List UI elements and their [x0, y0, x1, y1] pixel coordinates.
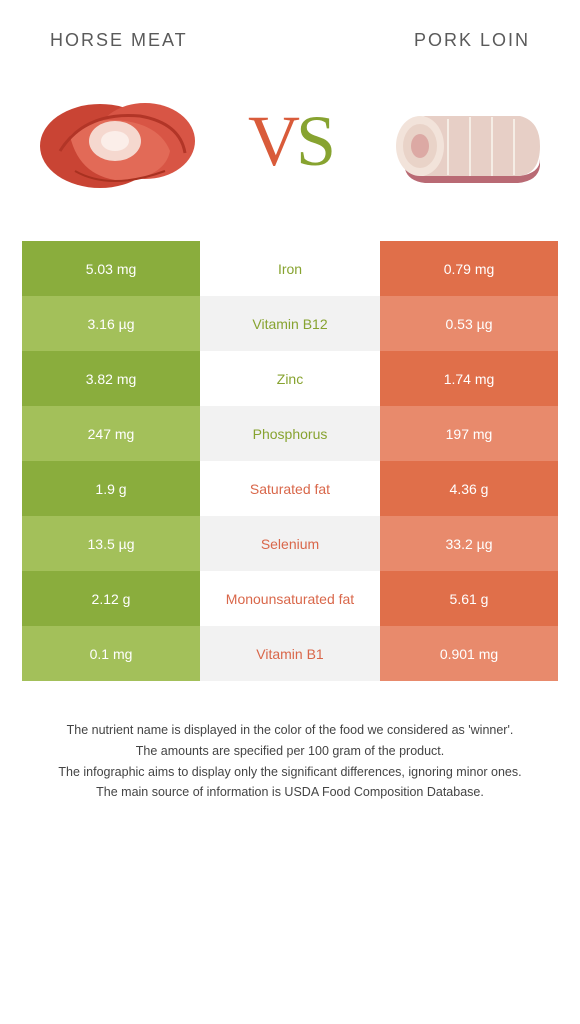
nutrient-name-cell: Iron	[200, 241, 380, 296]
table-row: 2.12 gMonounsaturated fat5.61 g	[22, 571, 558, 626]
nutrient-name-cell: Monounsaturated fat	[200, 571, 380, 626]
right-value-cell: 197 mg	[380, 406, 558, 461]
table-row: 0.1 mgVitamin B10.901 mg	[22, 626, 558, 681]
footer-notes: The nutrient name is displayed in the co…	[30, 721, 550, 802]
footer-line: The infographic aims to display only the…	[30, 763, 550, 782]
left-value-cell: 3.16 µg	[22, 296, 200, 351]
left-value-cell: 2.12 g	[22, 571, 200, 626]
left-value-cell: 247 mg	[22, 406, 200, 461]
footer-line: The main source of information is USDA F…	[30, 783, 550, 802]
header: Horse meat Pork loin	[0, 0, 580, 61]
nutrient-name-cell: Vitamin B12	[200, 296, 380, 351]
hero-row: VS	[0, 61, 580, 231]
left-value-cell: 0.1 mg	[22, 626, 200, 681]
right-value-cell: 33.2 µg	[380, 516, 558, 571]
left-value-cell: 1.9 g	[22, 461, 200, 516]
table-row: 3.16 µgVitamin B120.53 µg	[22, 296, 558, 351]
right-value-cell: 5.61 g	[380, 571, 558, 626]
nutrient-table: 5.03 mgIron0.79 mg3.16 µgVitamin B120.53…	[22, 241, 558, 681]
nutrient-name-cell: Vitamin B1	[200, 626, 380, 681]
nutrient-name-cell: Phosphorus	[200, 406, 380, 461]
nutrient-name-cell: Selenium	[200, 516, 380, 571]
table-row: 3.82 mgZinc1.74 mg	[22, 351, 558, 406]
horse-meat-image	[30, 81, 210, 201]
right-food-title: Pork loin	[414, 30, 530, 51]
pork-loin-image	[370, 81, 550, 201]
vs-letter-v: V	[248, 101, 296, 181]
right-value-cell: 1.74 mg	[380, 351, 558, 406]
right-value-cell: 0.53 µg	[380, 296, 558, 351]
vs-letter-s: S	[296, 101, 332, 181]
nutrient-name-cell: Zinc	[200, 351, 380, 406]
right-value-cell: 0.79 mg	[380, 241, 558, 296]
footer-line: The amounts are specified per 100 gram o…	[30, 742, 550, 761]
vs-label: VS	[248, 100, 332, 183]
table-row: 247 mgPhosphorus197 mg	[22, 406, 558, 461]
left-food-title: Horse meat	[50, 30, 188, 51]
nutrient-name-cell: Saturated fat	[200, 461, 380, 516]
left-value-cell: 13.5 µg	[22, 516, 200, 571]
right-value-cell: 4.36 g	[380, 461, 558, 516]
table-row: 1.9 gSaturated fat4.36 g	[22, 461, 558, 516]
table-row: 13.5 µgSelenium33.2 µg	[22, 516, 558, 571]
footer-line: The nutrient name is displayed in the co…	[30, 721, 550, 740]
table-row: 5.03 mgIron0.79 mg	[22, 241, 558, 296]
left-value-cell: 3.82 mg	[22, 351, 200, 406]
right-value-cell: 0.901 mg	[380, 626, 558, 681]
left-value-cell: 5.03 mg	[22, 241, 200, 296]
